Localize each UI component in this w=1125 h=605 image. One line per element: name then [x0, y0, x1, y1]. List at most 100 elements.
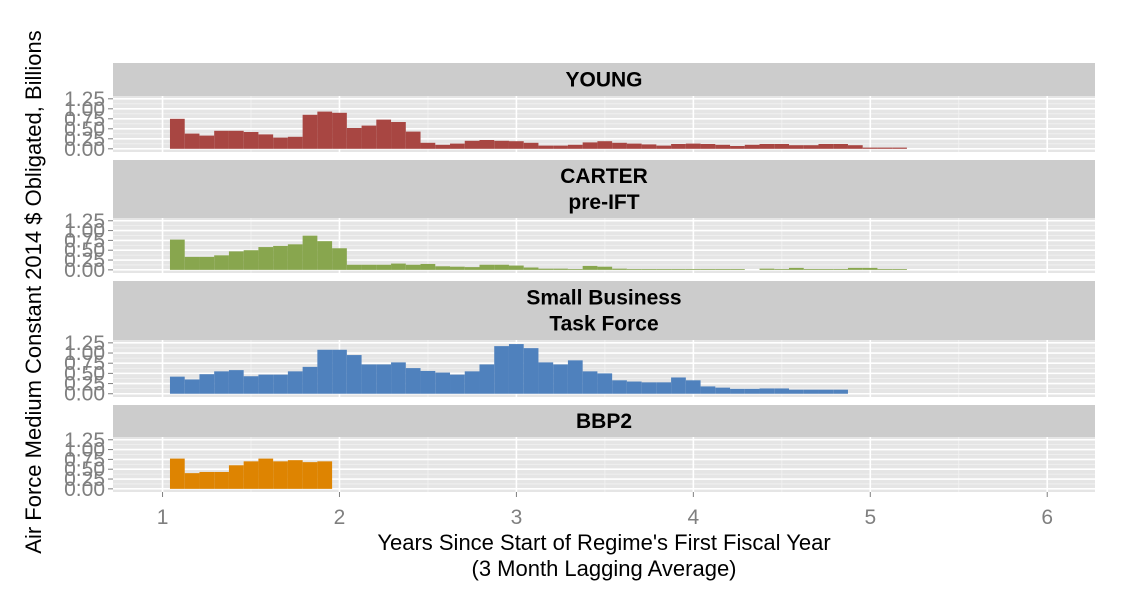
histogram-bar: [847, 267, 863, 270]
histogram-bar: [685, 380, 701, 394]
histogram-bar: [243, 250, 259, 270]
histogram-bar: [317, 349, 333, 394]
histogram-bar: [847, 145, 863, 149]
histogram-bar: [567, 360, 583, 394]
histogram-bar: [346, 264, 362, 270]
x-tick-label: 2: [334, 506, 346, 529]
histogram-bar: [582, 142, 598, 149]
histogram-bar: [671, 377, 686, 394]
histogram-bar: [685, 269, 701, 270]
histogram-bar: [774, 269, 790, 270]
histogram-bar: [523, 348, 539, 394]
histogram-bar: [450, 374, 465, 394]
histogram-bar: [538, 362, 554, 394]
histogram-bar: [700, 386, 716, 394]
histogram-bar: [420, 370, 436, 394]
x-axis-title: (3 Month Lagging Average): [472, 556, 737, 581]
y-tick-label: 1.25: [64, 429, 105, 452]
histogram-bar: [553, 268, 568, 270]
histogram-bar: [332, 112, 347, 149]
facet-strip-label: Task Force: [549, 313, 658, 336]
facet-strip-label: BBP2: [576, 410, 632, 433]
histogram-bar: [243, 132, 259, 149]
histogram-bar: [199, 256, 215, 270]
histogram-bar: [789, 389, 804, 394]
histogram-bar: [892, 269, 907, 270]
y-tick-label: 0.25: [64, 468, 105, 491]
histogram-bar: [700, 269, 716, 270]
histogram-bar: [199, 135, 215, 149]
y-tick-label: 0.75: [64, 108, 105, 131]
histogram-bar: [376, 364, 392, 394]
histogram-bar: [803, 269, 819, 270]
histogram-bar: [258, 247, 274, 270]
histogram-bar: [862, 147, 878, 149]
histogram-bar: [656, 145, 672, 149]
histogram-bar: [833, 389, 848, 394]
y-tick-label: 0.00: [64, 478, 105, 501]
histogram-bar: [759, 144, 775, 149]
histogram-bar: [567, 144, 583, 149]
histogram-bar: [435, 144, 451, 149]
histogram-bar: [214, 371, 229, 394]
histogram-bar: [494, 140, 509, 149]
histogram-bar: [730, 388, 745, 394]
histogram-bar: [494, 264, 509, 270]
histogram-bar: [612, 142, 627, 149]
histogram-bar: [612, 268, 627, 270]
y-tick-label: 1.00: [64, 220, 105, 243]
histogram-bar: [715, 144, 731, 149]
histogram-bar: [199, 374, 215, 394]
histogram-bar: [243, 461, 259, 489]
histogram-bar: [302, 366, 318, 394]
histogram-bar: [332, 248, 347, 270]
histogram-bar: [302, 462, 318, 489]
histogram-bar: [420, 263, 436, 270]
histogram-bar: [671, 269, 686, 270]
histogram-bar: [464, 267, 480, 270]
histogram-bar: [479, 140, 495, 149]
y-tick-label: 0.25: [64, 128, 105, 151]
histogram-bar: [877, 147, 893, 149]
histogram-bar: [597, 266, 613, 270]
histogram-bar: [553, 145, 568, 149]
histogram-bar: [317, 111, 333, 149]
y-tick-label: 0.75: [64, 352, 105, 375]
histogram-bar: [346, 355, 362, 394]
histogram-bar: [582, 265, 598, 270]
histogram-bar: [774, 144, 790, 149]
histogram-bar: [464, 140, 480, 149]
y-tick-label: 0.50: [64, 118, 105, 141]
histogram-bar: [258, 458, 274, 489]
histogram-bar: [184, 256, 200, 270]
facet-strip-label: pre-IFT: [568, 191, 639, 214]
histogram-bar: [479, 264, 495, 270]
histogram-bar: [214, 130, 229, 149]
histogram-bar: [597, 373, 613, 394]
histogram-bar: [700, 144, 716, 149]
histogram-bar: [450, 266, 465, 270]
histogram-bar: [317, 461, 333, 489]
y-tick-label: 1.00: [64, 98, 105, 121]
histogram-bar: [287, 244, 303, 270]
histogram-bar: [582, 371, 598, 394]
histogram-bar: [214, 471, 229, 489]
histogram-bar: [273, 374, 288, 394]
histogram-bar: [228, 251, 244, 270]
facet-strip-label: CARTER: [560, 165, 648, 188]
histogram-bar: [685, 143, 701, 149]
histogram-bar: [626, 269, 642, 270]
histogram-bar: [508, 344, 524, 394]
histogram-bar: [346, 128, 362, 149]
histogram-bar: [730, 269, 745, 270]
histogram-bar: [361, 125, 377, 149]
histogram-bar: [553, 364, 568, 394]
histogram-bar: [626, 381, 642, 394]
histogram-bar: [656, 269, 672, 270]
histogram-bar: [671, 144, 686, 149]
histogram-bar: [258, 374, 274, 394]
histogram-bar: [744, 388, 760, 394]
histogram-bar: [641, 144, 657, 149]
facet-strip-label: Small Business: [526, 287, 681, 310]
histogram-bar: [538, 145, 554, 149]
